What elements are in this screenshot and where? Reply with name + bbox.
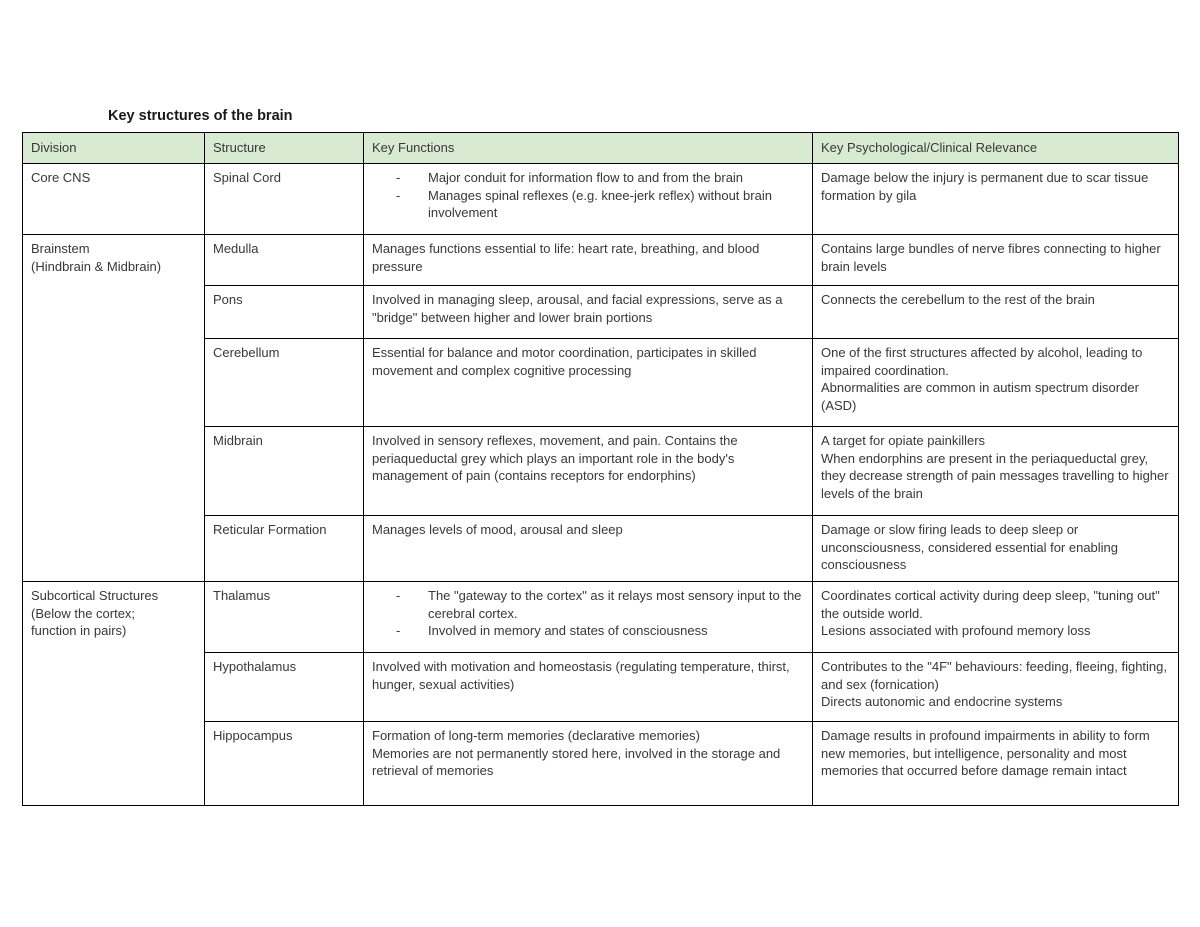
structure-cell: Hypothalamus [204, 652, 364, 722]
division-cell: Core CNS [22, 163, 205, 235]
table-row: Brainstem (Hindbrain & Midbrain) Medulla M… [22, 234, 1179, 582]
relevance-cell: Damage below the injury is permanent due… [812, 163, 1179, 235]
column-header-structure: Structure [204, 132, 364, 164]
header-row: Division Structure Key Functions Key Psycho… [22, 132, 1179, 164]
functions-cell: The "gateway to the cortex" as it relays… [363, 581, 813, 653]
relevance-cell: One of the first structures affected by … [812, 338, 1179, 427]
functions-list: Major conduit for information flow to an… [372, 169, 804, 222]
structure-cell: Pons [204, 285, 364, 339]
table-row: Reticular Formation Manages levels of moo… [23, 515, 1179, 582]
structure-cell: Medulla [204, 234, 364, 286]
functions-cell: Involved in managing sleep, arousal, and… [363, 285, 813, 339]
functions-cell: Major conduit for information flow to an… [363, 163, 813, 235]
functions-list: The "gateway to the cortex" as it relays… [372, 587, 804, 640]
column-header-functions: Key Functions [363, 132, 813, 164]
table-row: Hypothalamus Involved with motivation and… [23, 652, 1179, 722]
table-row: Midbrain Involved in sensory reflexes, mo… [23, 426, 1179, 516]
division-cell: Subcortical Structures (Below the cortex… [22, 581, 205, 806]
structure-cell: Midbrain [204, 426, 364, 516]
table-row: Pons Involved in managing sleep, arousal,… [23, 285, 1179, 339]
functions-cell: Involved with motivation and homeostasis… [363, 652, 813, 722]
column-header-division: Division [22, 132, 205, 164]
relevance-cell: Damage or slow firing leads to deep slee… [812, 515, 1179, 582]
relevance-cell: Coordinates cortical activity during dee… [812, 581, 1179, 653]
structure-cell: Cerebellum [204, 338, 364, 427]
functions-cell: Involved in sensory reflexes, movement, … [363, 426, 813, 516]
relevance-cell: A target for opiate painkillers When end… [812, 426, 1179, 516]
relevance-cell: Connects the cerebellum to the rest of t… [812, 285, 1179, 339]
document-title: Key structures of the brain [108, 108, 293, 124]
brain-structures-table: Division Structure Key Functions Key Psycho… [22, 132, 1179, 806]
table-row: Cerebellum Essential for balance and moto… [23, 338, 1179, 427]
table-header-row: Division Structure Key Functions Key Psycho… [22, 132, 1179, 164]
structure-cell: Hippocampus [204, 721, 364, 806]
relevance-cell: Damage results in profound impairments i… [812, 721, 1179, 806]
relevance-cell: Contains large bundles of nerve fibres c… [812, 234, 1179, 286]
function-item: The "gateway to the cortex" as it relays… [372, 587, 804, 622]
functions-cell: Manages levels of mood, arousal and slee… [363, 515, 813, 582]
table-row: Hippocampus Formation of long-term memori… [23, 721, 1179, 806]
structure-cell: Reticular Formation [204, 515, 364, 582]
function-item: Involved in memory and states of conscio… [372, 622, 804, 640]
functions-cell: Manages functions essential to life: hea… [363, 234, 813, 286]
function-item: Major conduit for information flow to an… [372, 169, 804, 187]
division-cell: Brainstem (Hindbrain & Midbrain) [22, 234, 205, 582]
structure-cell: Spinal Cord [204, 163, 364, 235]
structure-cell: Thalamus [204, 581, 364, 653]
table-row: Subcortical Structures (Below the cortex… [22, 581, 1179, 806]
functions-cell: Essential for balance and motor coordina… [363, 338, 813, 427]
function-item: Manages spinal reflexes (e.g. knee-jerk … [372, 187, 804, 222]
column-header-relevance: Key Psychological/Clinical Relevance [812, 132, 1179, 164]
relevance-cell: Contributes to the "4F" behaviours: feed… [812, 652, 1179, 722]
functions-cell: Formation of long-term memories (declara… [363, 721, 813, 806]
